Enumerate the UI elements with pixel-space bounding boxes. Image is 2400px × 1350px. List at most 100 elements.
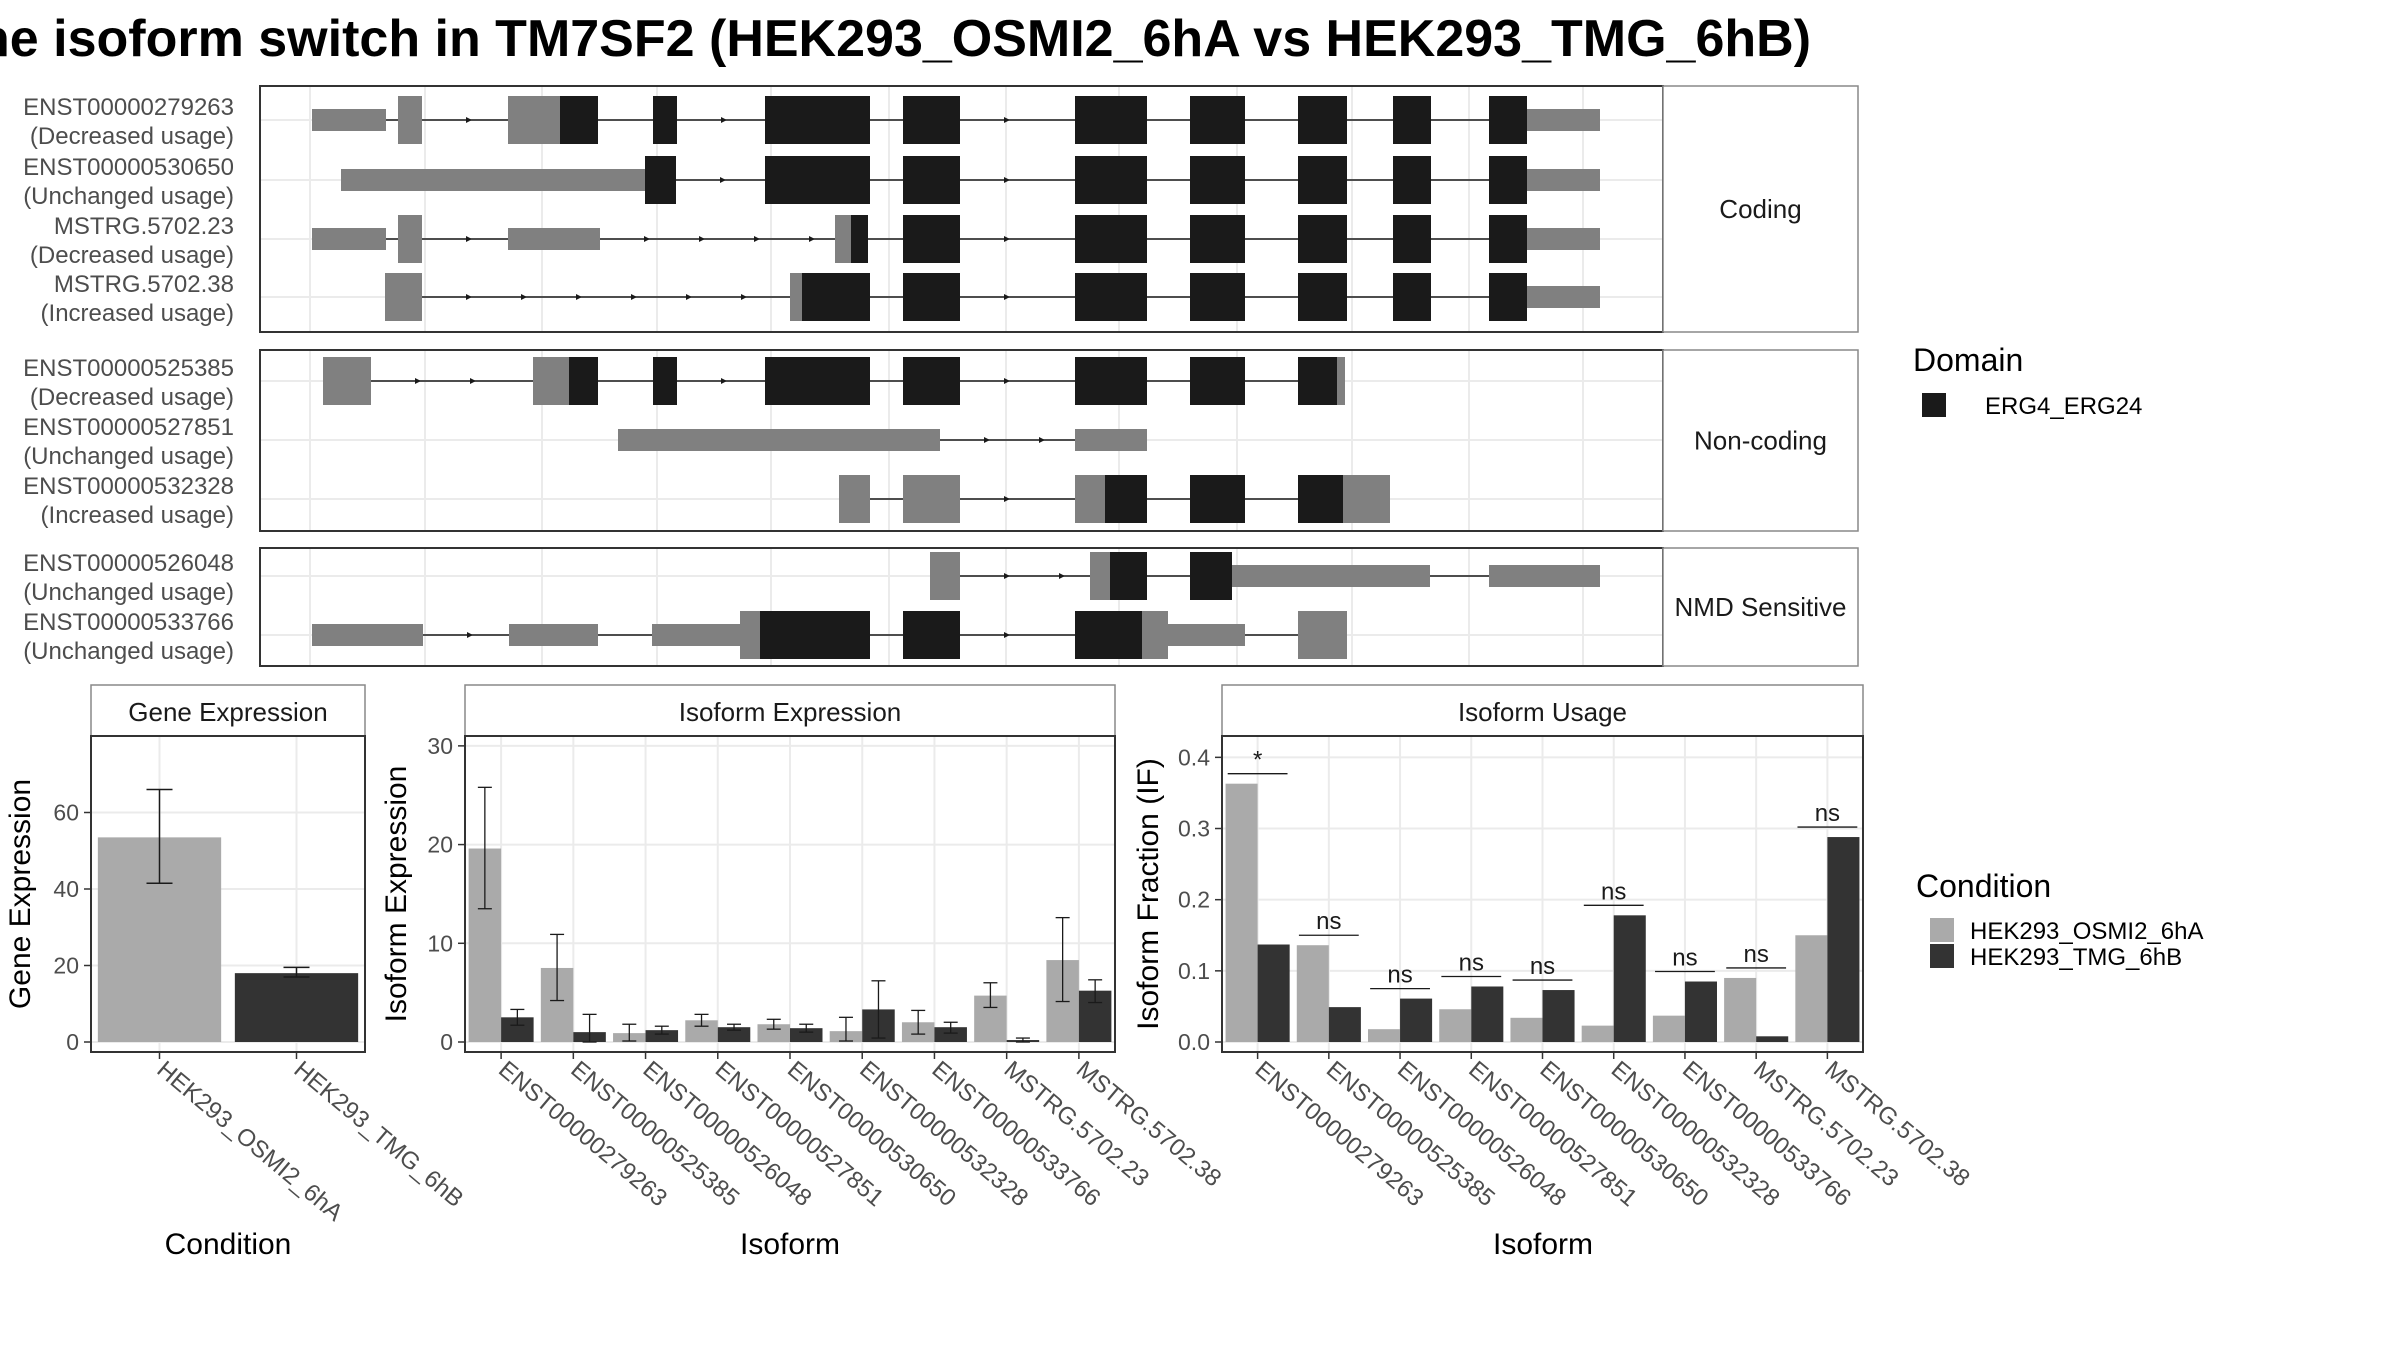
utr-exon (509, 624, 598, 646)
bar-HEK293_TMG_6hB-ENST00000527851 (717, 1027, 751, 1042)
utr-exon (1325, 565, 1430, 587)
facet-strip (1662, 547, 1859, 667)
coding-exon (765, 156, 870, 204)
coding-exon (569, 357, 598, 405)
coding-exon (1298, 475, 1343, 523)
structure-panel-nmd-sensitive: ENST00000526048(Unchanged usage) ENST0000… (23, 547, 1859, 667)
direction-arrow (576, 294, 582, 300)
significance-label: ns (1459, 949, 1484, 976)
bar-HEK293_OSMI2_6hA-ENST00000530650 (757, 1024, 790, 1042)
bar-HEK293_OSMI2_6hA-ENST00000533766 (1652, 1015, 1685, 1042)
plot-background (260, 548, 1663, 666)
significance-label: ns (1601, 878, 1626, 905)
x-axis-title: Isoform (740, 1228, 840, 1261)
coding-exon (903, 273, 960, 321)
bar-HEK293_TMG_6hB-ENST00000532328 (1613, 915, 1646, 1042)
bar-HEK293_TMG_6hB-ENST00000526048 (645, 1030, 679, 1042)
coding-exon (645, 156, 676, 204)
direction-arrow (466, 236, 472, 242)
direction-arrow (686, 294, 692, 300)
direction-arrow (631, 294, 637, 300)
transcript-ENST00000527851 (618, 429, 1147, 451)
utr-exon (508, 228, 600, 250)
y-tick-label: 0 (66, 1029, 79, 1055)
transcript-id-label: ENST00000279263 (23, 94, 234, 121)
bar-HEK293_TMG_6hB-ENST00000279263 (1257, 944, 1290, 1042)
coding-exon (1393, 96, 1431, 144)
bar-HEK293_TMG_6hB-ENST00000526048 (1400, 998, 1433, 1042)
direction-arrow (754, 236, 760, 242)
bar-HEK293_TMG_6hB-ENST00000530650 (790, 1028, 823, 1042)
utr-exon (1337, 357, 1345, 405)
utr-exon (385, 273, 398, 321)
direction-arrow (721, 117, 727, 123)
transcript-ENST00000530650 (341, 156, 1600, 204)
transcript-usage-label: (Unchanged usage) (23, 579, 234, 606)
utr-exon (1360, 475, 1390, 523)
bar-HEK293_OSMI2_6hA-ENST00000527851 (685, 1020, 718, 1042)
legends: Domain ERG4_ERG24 Condition HEK293_OSMI2_6h… (1913, 342, 2203, 971)
condition-legend-key (1930, 944, 1954, 968)
transcript-ENST00000279263 (312, 96, 1600, 144)
transcript-MSTRG.5702.38 (385, 273, 1600, 321)
facet-label: Coding (1719, 194, 1801, 224)
utr-exon (508, 96, 560, 144)
bar-HEK293_OSMI2_6hA-MSTRG.5702.23 (1724, 977, 1757, 1042)
direction-arrow (1004, 177, 1010, 183)
direction-arrow (1004, 632, 1010, 638)
direction-arrow (470, 378, 476, 384)
condition-legend-label: HEK293_TMG_6hB (1970, 944, 2182, 971)
utr-exon (1075, 429, 1147, 451)
condition-legend-key (1930, 918, 1954, 942)
direction-arrow (1004, 573, 1010, 579)
chart-title: Isoform Usage (1458, 697, 1627, 727)
y-tick-label: 0.2 (1178, 887, 1210, 913)
transcript-id-label: ENST00000533766 (23, 609, 234, 636)
bar-HEK293_OSMI2_6hA-ENST00000525385 (1296, 945, 1329, 1042)
direction-arrow (644, 236, 650, 242)
condition-legend-label: HEK293_OSMI2_6hA (1970, 918, 2203, 945)
coding-exon (1393, 273, 1431, 321)
coding-exon (1105, 475, 1147, 523)
utr-exon (312, 624, 423, 646)
bar-HEK293_TMG_6hB-MSTRG.5702.23 (1756, 1036, 1789, 1042)
utr-exon (312, 228, 386, 250)
direction-arrow (521, 294, 527, 300)
direction-arrow (1004, 236, 1010, 242)
bar-HEK293_TMG_6hB-ENST00000533766 (1684, 981, 1717, 1042)
facet-label: Non-coding (1694, 426, 1827, 456)
coding-exon (903, 96, 960, 144)
transcript-usage-label: (Decreased usage) (30, 242, 234, 269)
x-axis-title: Condition (165, 1228, 292, 1261)
transcript-ENST00000533766 (312, 611, 1347, 659)
utr-exon (1168, 624, 1245, 646)
bar-HEK293_TMG_6hB-MSTRG.5702.38 (1827, 837, 1860, 1042)
significance-label: ns (1743, 941, 1768, 968)
transcript-usage-label: (Unchanged usage) (23, 443, 234, 470)
transcript-id-label: ENST00000527851 (23, 414, 234, 441)
bar-HEK293_OSMI2_6hA-ENST00000279263 (1225, 783, 1258, 1042)
coding-exon (1075, 96, 1147, 144)
direction-arrow (984, 437, 990, 443)
direction-arrow (467, 632, 473, 638)
utr-exon (790, 273, 802, 321)
direction-arrow (466, 294, 472, 300)
coding-exon (1190, 96, 1245, 144)
coding-exon (903, 357, 960, 405)
utr-exon (312, 109, 386, 131)
transcript-id-label: ENST00000526048 (23, 550, 234, 577)
domain-legend-title: Domain (1913, 342, 2023, 378)
coding-exon (560, 96, 598, 144)
coding-exon (1110, 552, 1147, 600)
y-tick-label: 20 (427, 832, 453, 858)
coding-exon (1190, 156, 1245, 204)
direction-arrow (1039, 437, 1045, 443)
utr-exon (903, 475, 960, 523)
utr-exon (1535, 228, 1600, 250)
coding-exon (1298, 273, 1347, 321)
utr-exon (398, 273, 422, 321)
direction-arrow (699, 236, 705, 242)
coding-exon (653, 357, 677, 405)
utr-exon (930, 552, 960, 600)
